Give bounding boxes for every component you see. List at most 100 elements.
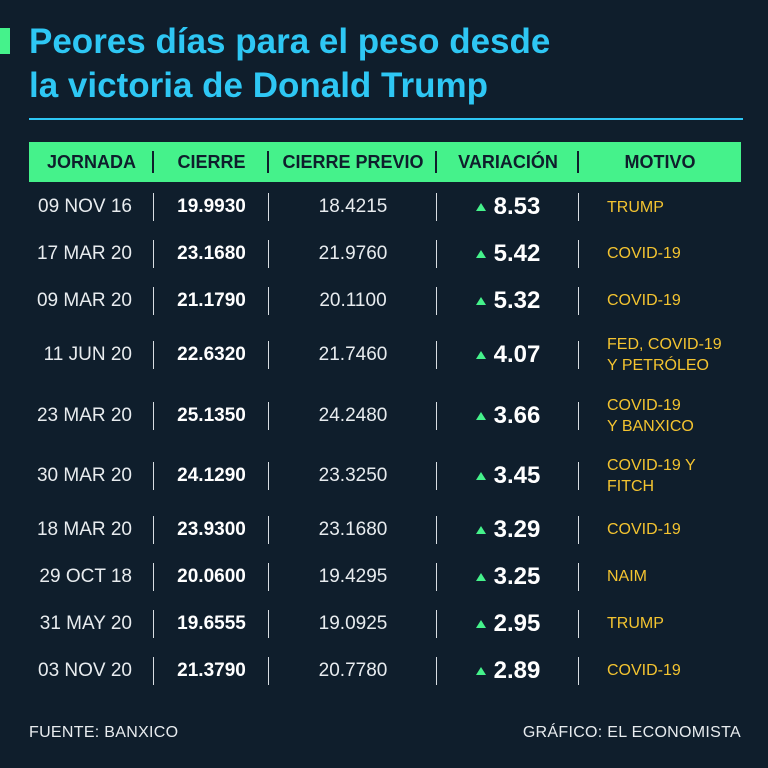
column-separator [153,609,154,638]
cell-variacion: 3.45 [437,446,579,506]
cell-motivo: COVID-19 [579,230,741,277]
motivo-line: NAIM [607,568,647,585]
table-row: 23 MAR 20 25.1350 24.2480 3.66 COVID-19 Y BAN… [29,386,741,446]
motivo-line: COVID-19 Y [607,457,696,474]
motivo-text: COVID-19 [607,290,681,311]
column-separator [578,341,579,369]
motivo-text: FED, COVID-19 Y PETRÓLEO [607,334,722,376]
cell-cierre: 22.6320 [154,324,269,386]
up-arrow-icon [475,472,486,480]
cell-motivo: COVID-19 [579,506,741,553]
header-variacion: VARIACIÓN [437,142,579,182]
title-line-2: la victoria de Donald Trump [29,66,488,105]
column-separator [268,515,269,544]
cell-cierre-previo: 18.4215 [269,184,437,230]
header-cierre-previo-label: CIERRE PREVIO [282,151,424,172]
header-jornada: JORNADA [29,142,154,182]
cierre-previo-value: 23.1680 [318,518,388,540]
column-separator [153,562,154,591]
title-line-1: Peores días para el peso desde [29,22,551,61]
cell-motivo: COVID-19 Y BANXICO [579,386,741,446]
column-separator [268,286,269,315]
jornada-value: 09 MAR 20 [36,289,132,311]
cell-variacion: 2.95 [437,600,579,647]
cell-cierre: 23.9300 [154,506,269,553]
table-row: 18 MAR 20 23.9300 23.1680 3.29 COVID-19 [29,506,741,553]
cierre-value: 22.6320 [177,344,246,365]
cell-variacion: 5.32 [437,277,579,324]
column-separator [436,656,437,685]
cell-motivo: NAIM [579,553,741,600]
credit-note: GRÁFICO: EL ECONOMISTA [522,724,741,741]
motivo-text: TRUMP [607,613,664,634]
cell-jornada: 17 MAR 20 [29,230,154,277]
header-variacion-label: VARIACIÓN [458,151,558,172]
cell-cierre: 23.1680 [154,230,269,277]
cell-variacion: 3.66 [437,386,579,446]
up-arrow-icon [475,296,486,305]
cell-jornada: 03 NOV 20 [29,647,154,694]
variacion-value: 3.45 [493,462,541,489]
jornada-value: 11 JUN 20 [43,344,132,365]
cell-cierre-previo: 20.7780 [269,647,437,694]
jornada-value: 23 MAR 20 [36,405,132,426]
variacion-value: 3.66 [493,402,541,429]
header-separator [267,151,269,173]
jornada-value: 09 NOV 16 [38,196,132,217]
cell-motivo: TRUMP [579,600,741,647]
motivo-line: TRUMP [607,198,664,216]
header-separator [577,151,579,173]
cell-cierre-previo: 21.7460 [269,324,437,386]
cierre-previo-value: 21.7460 [318,344,388,365]
column-separator [268,193,269,221]
cell-cierre-previo: 23.3250 [269,446,437,506]
up-arrow-icon [475,203,486,211]
column-separator [268,402,269,430]
table-row: 09 MAR 20 21.1790 20.1100 5.32 COVID-19 [29,277,741,324]
cierre-previo-value: 18.4215 [318,196,388,217]
column-separator [436,341,437,369]
column-separator [578,515,579,544]
header-jornada-label: JORNADA [46,151,136,172]
column-separator [436,286,437,315]
cell-cierre-previo: 24.2480 [269,386,437,446]
column-separator [153,656,154,685]
cierre-previo-value: 20.7780 [318,659,388,681]
up-arrow-icon [475,249,486,258]
cell-variacion: 8.53 [437,184,579,230]
column-separator [153,341,154,369]
source-note: FUENTE: BANXICO [29,724,179,741]
motivo-line: COVID-19 [607,662,681,679]
title-rule [29,118,743,120]
header-cierre: CIERRE [154,142,269,182]
cell-cierre-previo: 20.1100 [269,277,437,324]
motivo-text: NAIM [607,566,647,587]
table-row: 30 MAR 20 24.1290 23.3250 3.45 COVID-19 Y FIT… [29,446,741,506]
cierre-previo-value: 21.9760 [318,242,388,264]
column-separator [436,515,437,544]
cell-cierre: 19.6555 [154,600,269,647]
cell-cierre: 20.0600 [154,553,269,600]
cell-jornada: 23 MAR 20 [29,386,154,446]
header-cierre-previo: CIERRE PREVIO [269,142,437,182]
cell-cierre: 19.9930 [154,184,269,230]
cierre-value: 21.1790 [177,289,246,311]
cell-jornada: 18 MAR 20 [29,506,154,553]
header-separator [152,151,154,173]
table-row: 09 NOV 16 19.9930 18.4215 8.53 TRUMP [29,184,741,230]
column-separator [268,609,269,638]
jornada-value: 18 MAR 20 [36,518,132,540]
motivo-line: FED, COVID-19 [607,336,722,353]
cell-motivo: COVID-19 [579,647,741,694]
cell-cierre-previo: 19.0925 [269,600,437,647]
motivo-text: COVID-19 [607,660,681,681]
variacion-value: 2.89 [493,656,541,684]
cell-jornada: 29 OCT 18 [29,553,154,600]
cierre-previo-value: 19.4295 [318,565,388,587]
jornada-value: 17 MAR 20 [36,242,132,264]
cierre-value: 20.0600 [177,565,246,587]
column-separator [578,239,579,268]
cell-cierre: 21.3790 [154,647,269,694]
up-arrow-icon [475,525,486,534]
column-separator [153,239,154,268]
